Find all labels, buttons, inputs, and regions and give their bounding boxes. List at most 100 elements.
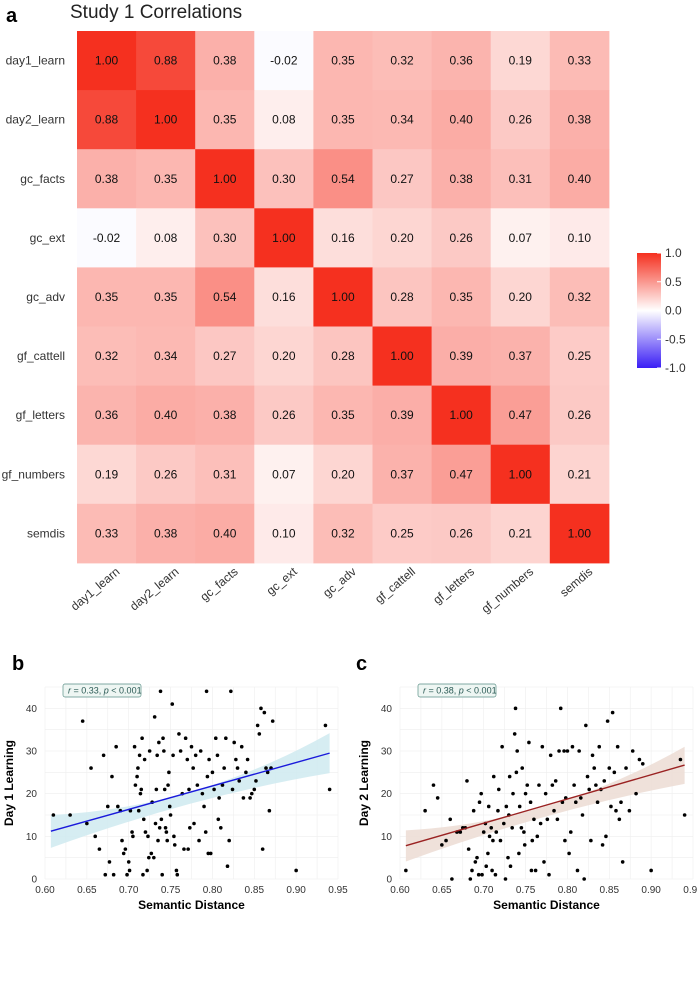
data-point [138, 791, 143, 796]
data-point [141, 872, 145, 877]
heatmap-cell [372, 385, 433, 446]
data-point [101, 753, 106, 758]
data-point [582, 877, 586, 881]
annotation-r-value: = 0.38, [426, 686, 459, 696]
cell-value: 0.38 [95, 172, 119, 186]
data-point [197, 838, 201, 843]
heatmap-cell [372, 503, 433, 564]
data-point [80, 719, 85, 723]
cell-value: 0.26 [568, 408, 592, 422]
cell-value: 0.88 [95, 113, 119, 127]
data-point [523, 791, 528, 796]
heatmap-cell [254, 326, 314, 387]
heatmap-cell [313, 149, 373, 209]
column-label: gf_cattell [372, 564, 418, 606]
data-point [146, 834, 150, 839]
data-point [153, 821, 158, 826]
scatter-plot-day1: 0.60 0.65 0.70 0.75 0.80 0.85 0.90 0.95 0 10 20 30 4… [2, 683, 348, 912]
data-point [206, 851, 211, 856]
column-label: gc_adv [320, 564, 359, 600]
data-point [259, 706, 263, 711]
cell-value: 0.38 [213, 408, 237, 422]
heatmap-cell [372, 149, 433, 209]
data-point [210, 770, 215, 775]
data-point [471, 808, 476, 813]
annotation-r-label: r [68, 686, 72, 696]
data-point [468, 877, 473, 881]
data-point [68, 813, 72, 817]
data-point [448, 817, 453, 822]
cell-value: 1.00 [449, 408, 473, 422]
data-point [158, 689, 163, 694]
x-tick-label: 0.90 [641, 885, 661, 896]
annotation-text: r = 0.33, p < 0.001 [68, 686, 142, 696]
data-point [480, 872, 484, 877]
data-point [323, 723, 328, 728]
x-tick-label: 0.80 [558, 885, 578, 896]
y-tick-label: 0 [31, 875, 37, 886]
data-point [85, 821, 89, 826]
data-point [267, 808, 272, 813]
column-label: gf_letters [430, 564, 477, 606]
data-point [520, 766, 525, 770]
cell-value: 0.10 [568, 231, 592, 245]
data-point [496, 787, 501, 792]
data-point [537, 783, 541, 787]
data-point [294, 868, 298, 873]
annotation-text: r = 0.38, p < 0.001 [423, 686, 497, 696]
cell-value: 0.26 [272, 408, 296, 422]
cell-value: 0.20 [509, 290, 533, 304]
cell-value: 0.40 [568, 172, 592, 186]
cell-value: 0.16 [331, 231, 355, 245]
heatmap-cell [431, 149, 492, 209]
heatmap-cell [195, 149, 255, 209]
cell-value: 0.35 [449, 290, 473, 304]
data-point [220, 783, 225, 787]
data-point [171, 753, 175, 758]
heatmap-cell [313, 267, 373, 327]
data-point [477, 800, 482, 804]
heatmap-cell [136, 90, 196, 150]
data-point [555, 817, 560, 822]
x-tick-label: 0.90 [286, 885, 306, 896]
data-point [264, 766, 268, 770]
data-point [97, 847, 102, 851]
cell-value: 0.21 [509, 526, 533, 540]
column-label: gc_ext [264, 564, 301, 598]
data-point [200, 791, 205, 796]
annotation-p-label: p [103, 686, 109, 696]
cell-value: 0.30 [213, 231, 237, 245]
data-point [504, 804, 509, 809]
data-point [152, 715, 157, 719]
data-point [476, 872, 481, 877]
data-point [592, 766, 597, 770]
data-point [125, 872, 129, 877]
data-point [161, 736, 165, 740]
data-point [503, 877, 508, 881]
data-point [498, 838, 503, 843]
colorbar-tick-label: 1.0 [665, 246, 682, 260]
cell-value: 0.36 [449, 54, 473, 68]
y-tick-label: 30 [381, 747, 393, 758]
cell-value: 0.39 [449, 349, 473, 363]
heatmap-cell [549, 31, 610, 91]
data-point [528, 800, 533, 804]
data-point [192, 821, 196, 826]
heatmap-cell [431, 267, 492, 327]
data-point [491, 774, 496, 779]
data-point [241, 796, 246, 800]
data-point [235, 766, 240, 770]
data-point [513, 706, 518, 711]
column-label: day2_learn [127, 564, 181, 613]
data-point [89, 766, 93, 770]
data-point [525, 783, 530, 787]
heatmap-cell [136, 208, 196, 268]
heatmap-cell [254, 208, 314, 268]
annotation-r-value: = 0.33, [71, 686, 104, 696]
heatmap-cell [313, 208, 373, 268]
heatmap-cell [195, 267, 255, 327]
cell-value: 0.20 [390, 231, 414, 245]
colorbar: 1.0 0.5 0.0 -0.5 -1.0 [637, 246, 686, 375]
cell-value: 0.20 [331, 467, 355, 481]
data-point [111, 872, 116, 877]
